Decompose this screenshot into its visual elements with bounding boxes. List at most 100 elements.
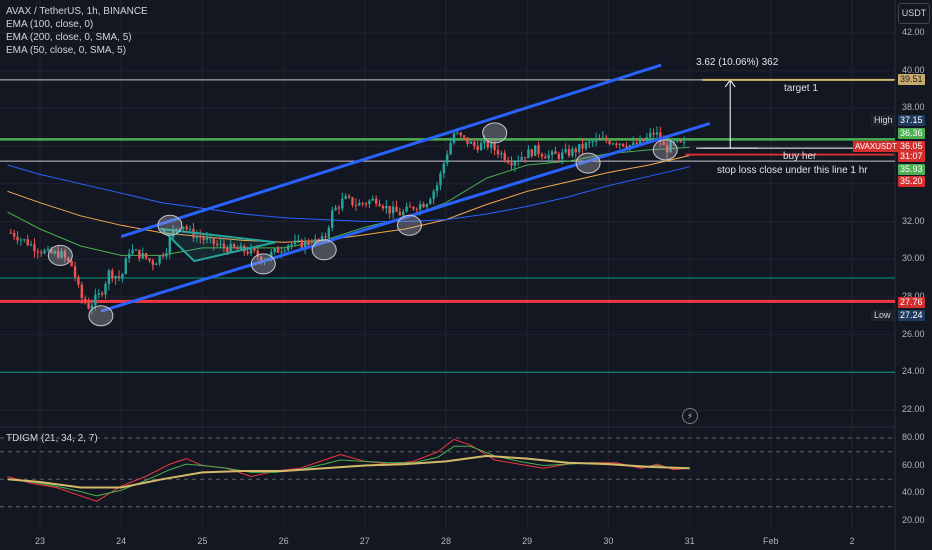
candle-body	[259, 256, 263, 262]
ema-line	[7, 164, 690, 222]
candle-body	[412, 206, 415, 209]
ema100-legend[interactable]: EMA (100, close, 0)	[6, 19, 94, 30]
candle-body	[303, 241, 307, 248]
candle-body	[642, 138, 645, 142]
candle-body	[374, 198, 378, 204]
candle-body	[283, 250, 287, 252]
candle-body	[73, 266, 77, 278]
high-price-tag: 37.15	[898, 115, 925, 126]
touch-point-circle	[157, 214, 183, 236]
candle-body	[50, 248, 53, 254]
oscillator-line	[7, 438, 690, 502]
ema50-legend[interactable]: EMA (50, close, 0, SMA, 5)	[6, 45, 127, 56]
candle-body	[56, 250, 60, 258]
candle-body	[144, 253, 148, 259]
candle-body	[418, 204, 422, 210]
candle-body	[168, 237, 171, 254]
candle-body	[33, 244, 36, 252]
high-label: High	[871, 115, 896, 126]
currency-button[interactable]: USDT	[898, 3, 930, 24]
candle-body	[635, 142, 638, 145]
candle-body	[598, 138, 601, 140]
candle-body	[273, 248, 276, 252]
candle-body	[405, 206, 408, 212]
candle-body	[12, 232, 16, 237]
candle-body	[564, 149, 567, 153]
lightning-icon[interactable]: ⚡	[682, 408, 698, 424]
stop-loss-note: stop loss close under this line 1 hr	[717, 165, 868, 176]
price-tick-label: 40.00	[902, 64, 925, 75]
candle-body	[317, 238, 320, 241]
candle-body	[253, 247, 256, 251]
price-tick-label: 28.00	[902, 290, 925, 301]
last-price-tag: 36.05	[898, 141, 925, 152]
oscillator-legend[interactable]: TDIGM (21, 34, 2, 7)	[6, 433, 98, 444]
candle-body	[60, 251, 63, 258]
candle-body	[276, 248, 280, 253]
candle-body	[94, 294, 97, 305]
candle-body	[561, 152, 564, 160]
symbol-price-label: AVAXUSDT	[853, 141, 899, 152]
candle-body	[256, 250, 259, 257]
candle-body	[672, 141, 676, 143]
candle-body	[26, 239, 29, 246]
candle-body	[605, 137, 608, 141]
candle-body	[249, 247, 253, 254]
candle-body	[307, 241, 310, 245]
measure-label: 3.62 (10.06%) 362	[696, 57, 779, 68]
candle-body	[246, 251, 249, 254]
candle-body	[188, 228, 192, 230]
candle-body	[100, 293, 104, 295]
candle-body	[540, 153, 544, 157]
candle-body	[496, 149, 500, 155]
candle-body	[334, 207, 337, 211]
chart-drawings[interactable]	[47, 63, 894, 327]
candle-body	[459, 132, 462, 136]
candle-body	[337, 207, 341, 209]
candle-body	[205, 237, 209, 240]
candle-body	[290, 244, 293, 246]
candle-body	[577, 144, 581, 153]
ema200-legend[interactable]: EMA (200, close, 0, SMA, 5)	[6, 32, 132, 43]
candle-body	[67, 257, 70, 261]
candle-body	[669, 141, 672, 153]
candle-body	[46, 248, 50, 251]
candle-body	[219, 243, 222, 245]
candle-body	[107, 270, 111, 285]
candle-body	[391, 206, 395, 214]
candle-body	[29, 244, 33, 246]
price-tick-label: 30.00	[902, 253, 925, 264]
time-tick-label: Feb	[763, 536, 779, 546]
ema-price-tag: 35.93	[898, 164, 925, 175]
candle-body	[632, 142, 635, 146]
candle-body	[117, 276, 121, 278]
candle-body	[378, 203, 381, 206]
red-level-tag: 27.76	[898, 297, 925, 308]
time-tick-label: 2	[849, 536, 855, 546]
low-label: Low	[871, 310, 894, 321]
candle-body	[43, 250, 46, 254]
candle-body	[476, 146, 479, 151]
symbol-title[interactable]: AVAX / TetherUS, 1h, BINANCE	[6, 6, 148, 17]
candle-body	[293, 240, 297, 245]
price-tick-label: 24.00	[902, 366, 925, 377]
candle-body	[513, 161, 517, 166]
candle-body	[23, 239, 26, 241]
candle-body	[645, 137, 649, 142]
candle-body	[148, 258, 151, 261]
candle-body	[523, 157, 527, 159]
candle-body	[567, 149, 571, 156]
oscillator-tick-label: 60.00	[902, 459, 925, 470]
candle-body	[594, 138, 598, 142]
channel-upper-line	[120, 63, 662, 239]
candle-body	[121, 274, 124, 278]
candle-body	[544, 156, 547, 159]
candle-body	[621, 143, 625, 147]
candle-body	[97, 293, 100, 295]
candle-body	[503, 152, 506, 161]
candle-body	[175, 228, 178, 230]
candle-body	[462, 135, 466, 138]
candle-body	[618, 143, 621, 145]
candle-body	[182, 226, 185, 229]
